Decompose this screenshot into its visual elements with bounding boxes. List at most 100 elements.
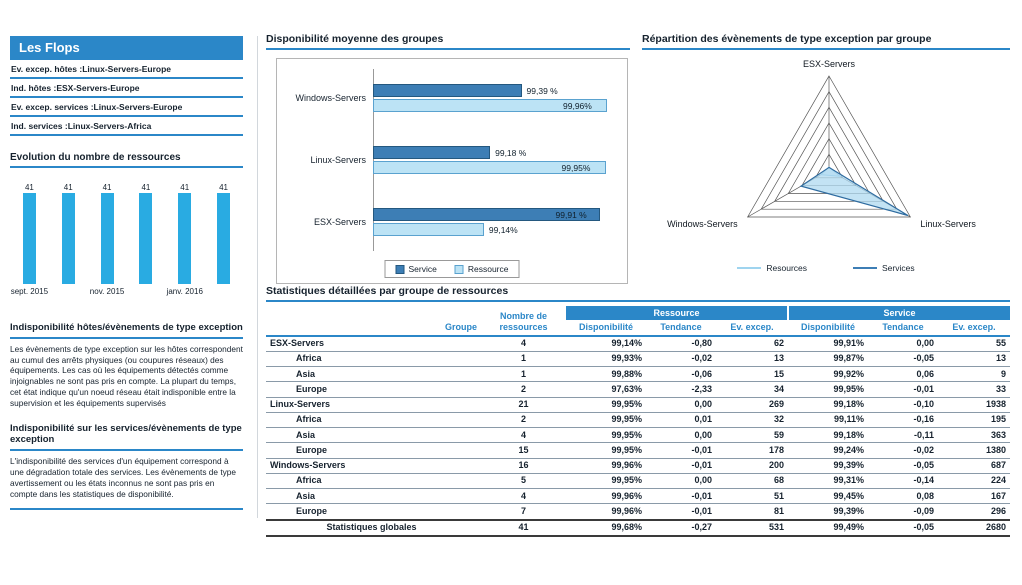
value-cell: 99,87%	[788, 351, 868, 368]
radar-axis-label: Linux-Servers	[920, 219, 976, 229]
value-cell: -0,01	[646, 503, 716, 520]
value-cell: 99,31%	[788, 473, 868, 490]
evolution-bar	[100, 193, 114, 284]
value-cell: 0,08	[868, 488, 938, 505]
col-header-count: Nombre de ressources	[481, 306, 566, 337]
note-heading: Indisponibilité hôtes/évènements de type…	[10, 322, 243, 339]
resource-legend-swatch	[454, 264, 464, 274]
legend-item: Resources	[737, 263, 807, 273]
radar-legend: Resources Services	[642, 263, 1010, 273]
col-header-disponibilit-: Disponibilité	[566, 320, 646, 337]
value-cell: -0,05	[868, 351, 938, 368]
value-cell: 99,39%	[788, 458, 868, 474]
value-cell: 687	[938, 458, 1011, 474]
service-bar	[373, 208, 600, 221]
value-cell: 62	[716, 335, 788, 352]
count-cell: 2	[481, 381, 566, 398]
value-cell: 1380	[938, 442, 1011, 459]
resource-bar	[373, 99, 607, 112]
col-header-service: Service	[786, 306, 1011, 321]
table-row: Asia 4 99,96% -0,01 51 99,45% 0,08 167	[266, 488, 1011, 505]
bars-area: 99,39 % 99,96%	[373, 82, 617, 114]
value-cell: 99,95%	[566, 412, 646, 429]
value-cell: 99,88%	[566, 366, 646, 383]
bar-value-label: 99,18 %	[495, 147, 527, 158]
value-cell: 99,45%	[788, 488, 868, 505]
value-cell: -0,02	[868, 442, 938, 459]
radar-grid-ring	[760, 90, 898, 210]
bar-value-label: 99,91 %	[555, 209, 587, 220]
value-cell: -0,10	[868, 397, 938, 413]
legend-item: Ressource	[454, 264, 508, 274]
category-label: Windows-Servers	[295, 93, 366, 103]
availability-section: Disponibilité moyenne des groupes Window…	[266, 33, 630, 284]
flop-value: Linux-Servers-Africa	[67, 121, 152, 131]
evolution-bar-column: 41	[126, 183, 165, 284]
value-cell: 224	[938, 473, 1011, 490]
availability-legend: Service Ressource	[384, 260, 520, 278]
table-row: Africa 2 99,95% 0,01 32 99,11% -0,16 195	[266, 412, 1011, 429]
group-name-cell: Asia	[266, 488, 481, 505]
value-cell: 0,01	[646, 412, 716, 429]
count-cell: 16	[481, 458, 566, 474]
table-row: Europe 2 97,63% -2,33 34 99,95% -0,01 33	[266, 381, 1011, 398]
sidebar-divider	[257, 36, 258, 518]
group-name-cell: Africa	[266, 351, 481, 368]
value-cell: 99,95%	[788, 381, 868, 398]
value-cell: 99,49%	[788, 518, 868, 537]
bar-line: 99,96%	[373, 99, 613, 112]
value-cell: -0,27	[646, 518, 716, 537]
legend-label: Service	[408, 264, 437, 274]
count-cell: 15	[481, 442, 566, 459]
value-cell: 167	[938, 488, 1011, 505]
value-cell: -0,01	[646, 442, 716, 459]
value-cell: -0,11	[868, 427, 938, 444]
evolution-plot: 41 41 41 41 41 41	[10, 178, 243, 284]
evolution-bar-column: 41	[204, 183, 243, 284]
sidebar: Les Flops Ev. excep. hôtes :Linux-Server…	[10, 36, 243, 511]
evolution-bar-column: 41	[10, 183, 49, 284]
evolution-bar-column: 41	[49, 183, 88, 284]
resource-bar	[373, 223, 484, 236]
count-cell: 4	[481, 335, 566, 352]
value-cell: 0,00	[646, 473, 716, 490]
table-section: Statistiques détaillées par groupe de re…	[266, 285, 1011, 537]
table-row: Africa 1 99,93% -0,02 13 99,87% -0,05 13	[266, 351, 1011, 368]
value-cell: 269	[716, 397, 788, 413]
value-cell: 0,00	[868, 335, 938, 352]
note-heading: Indisponibilité sur les services/évèneme…	[10, 423, 243, 452]
x-axis-tick-label	[126, 287, 165, 296]
radar-section: Répartition des évènements de type excep…	[642, 33, 1010, 273]
table-row: Europe 7 99,96% -0,01 81 99,39% -0,09 296	[266, 503, 1011, 520]
value-cell: 99,95%	[566, 427, 646, 444]
totals-row: Statistiques globales 41 99,68% -0,27 531 99,…	[266, 518, 1011, 537]
value-cell: 99,91%	[788, 335, 868, 352]
evolution-x-labels: sept. 2015 nov. 2015 janv. 2016	[10, 287, 243, 296]
flop-label: Ev. excep. services :	[11, 102, 94, 112]
group-name-cell: Africa	[266, 412, 481, 429]
bar-value-label: 41	[102, 183, 112, 192]
availability-group-row: ESX-Servers 99,91 % 99,14%	[277, 206, 617, 238]
value-cell: 99,68%	[566, 518, 646, 537]
totals-label: Statistiques globales	[266, 518, 481, 537]
value-cell: -2,33	[646, 381, 716, 398]
value-cell: -0,01	[868, 381, 938, 398]
value-cell: 99,18%	[788, 427, 868, 444]
value-cell: -0,09	[868, 503, 938, 520]
flop-item: Ev. excep. hôtes :Linux-Servers-Europe	[10, 60, 243, 79]
evolution-bar	[22, 193, 36, 284]
count-cell: 21	[481, 397, 566, 413]
bar-value-label: 41	[141, 183, 151, 192]
x-axis-tick-label	[204, 287, 243, 296]
y-axis-line	[373, 69, 374, 251]
value-cell: -0,16	[868, 412, 938, 429]
value-cell: 99,95%	[566, 473, 646, 490]
value-cell: 59	[716, 427, 788, 444]
legend-item: Service	[395, 264, 437, 274]
col-header-tendance: Tendance	[646, 320, 716, 337]
value-cell: 15	[716, 366, 788, 383]
category-label: ESX-Servers	[313, 217, 366, 227]
x-axis-tick-label: nov. 2015	[89, 287, 125, 296]
value-cell: 55	[938, 335, 1011, 352]
table-row: ESX-Servers 4 99,14% -0,80 62 99,91% 0,00 55	[266, 335, 1011, 352]
